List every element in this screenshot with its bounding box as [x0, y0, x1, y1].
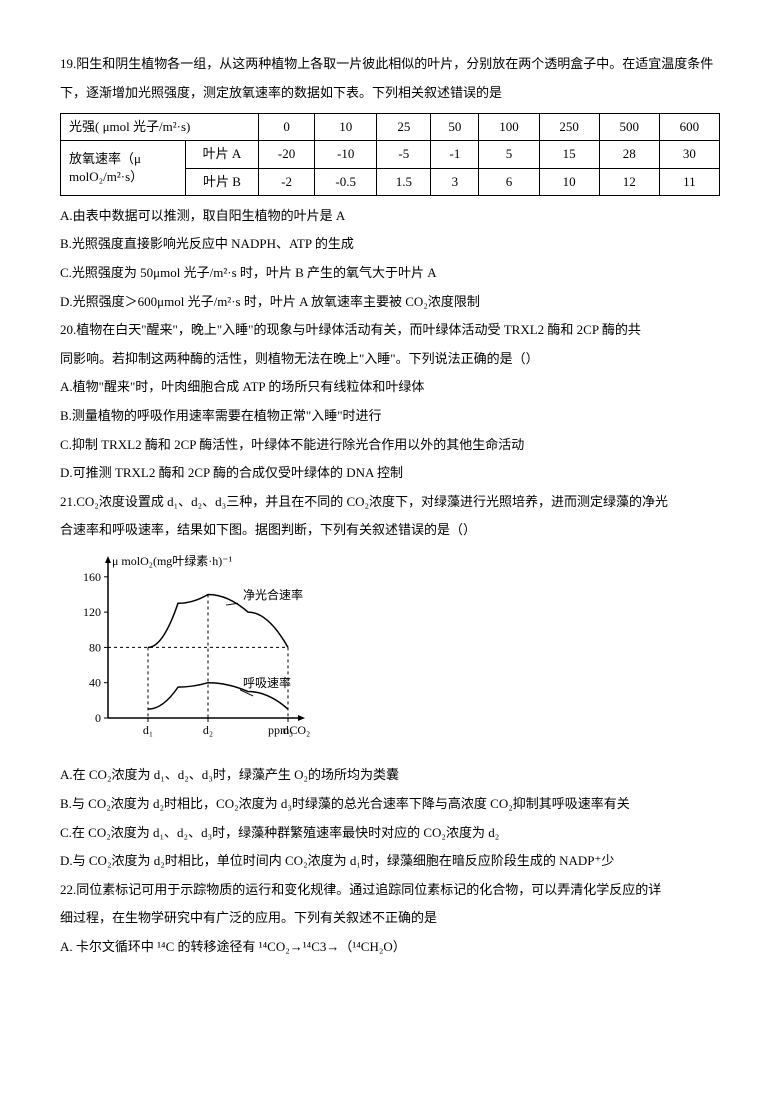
q19-c: C.光照强度为 50μmol 光子/m²·s 时，叶片 B 产生的氧气大于叶片 … — [60, 259, 720, 288]
svg-text:呼吸速率: 呼吸速率 — [243, 675, 291, 690]
q19-a: A.由表中数据可以推测，取自阳生植物的叶片是 A — [60, 202, 720, 231]
b4: 6 — [479, 168, 539, 195]
b2: 1.5 — [377, 168, 431, 195]
col-6: 500 — [599, 114, 659, 141]
col-1: 10 — [315, 114, 377, 141]
svg-text:μ molO₂(mg叶绿素·h)⁻¹: μ molO₂(mg叶绿素·h)⁻¹ — [112, 553, 233, 568]
svg-text:160: 160 — [83, 570, 101, 584]
q20-stem1: 20.植物在白天"醒来"，晚上"入睡"的现象与叶绿体活动有关，而叶绿体活动受 T… — [60, 316, 720, 345]
a2: -5 — [377, 141, 431, 168]
q21-b: B.与 CO₂浓度为 d₂时相比，CO₂浓度为 d₃时绿藻的总光合速率下降与高浓… — [60, 790, 720, 819]
a0: -20 — [259, 141, 315, 168]
a5: 15 — [539, 141, 599, 168]
svg-text:ppmCO₂: ppmCO₂ — [268, 723, 310, 737]
a1: -10 — [315, 141, 377, 168]
leaf-b-label: 叶片 B — [186, 168, 259, 195]
header-intensity: 光强( μmol 光子/m²·s) — [61, 114, 259, 141]
svg-text:d₂: d₂ — [203, 723, 213, 737]
q22-stem2: 细过程，在生物学研究中有广泛的应用。下列有关叙述不正确的是 — [60, 904, 720, 933]
q21-chart: 04080120160d₁d₂d₃μ molO₂(mg叶绿素·h)⁻¹ppmCO… — [70, 553, 720, 754]
svg-text:0: 0 — [95, 711, 101, 725]
rate-label-bot: molO₂/m²·s） — [69, 169, 143, 184]
svg-text:净光合速率: 净光合速率 — [243, 587, 303, 602]
q19-table: 光强( μmol 光子/m²·s) 0 10 25 50 100 250 500… — [60, 113, 720, 196]
b1: -0.5 — [315, 168, 377, 195]
svg-text:d₁: d₁ — [143, 723, 153, 737]
b5: 10 — [539, 168, 599, 195]
leaf-a-label: 叶片 A — [186, 141, 259, 168]
svg-text:80: 80 — [89, 640, 101, 654]
q22-stem1: 22.同位素标记可用于示踪物质的运行和变化规律。通过追踪同位素标记的化合物，可以… — [60, 876, 720, 905]
q21-stem1: 21.CO₂浓度设置成 d₁、d₂、d₃三种，并且在不同的 CO₂浓度下，对绿藻… — [60, 488, 720, 517]
svg-text:40: 40 — [89, 676, 101, 690]
b3: 3 — [431, 168, 479, 195]
q20-stem2: 同影响。若抑制这两种酶的活性，则植物无法在晚上"入睡"。下列说法正确的是（） — [60, 345, 720, 374]
q19-stem: 19.阳生和阴生植物各一组，从这两种植物上各取一片彼此相似的叶片，分别放在两个透… — [60, 50, 720, 107]
b0: -2 — [259, 168, 315, 195]
rate-label: 放氧速率（μ molO₂/m²·s） — [61, 141, 186, 195]
b7: 11 — [659, 168, 719, 195]
q20-a: A.植物"醒来"时，叶肉细胞合成 ATP 的场所只有线粒体和叶绿体 — [60, 373, 720, 402]
col-0: 0 — [259, 114, 315, 141]
col-5: 250 — [539, 114, 599, 141]
q21-stem2: 合速率和呼吸速率，结果如下图。据图判断，下列有关叙述错误的是（） — [60, 516, 720, 545]
q21-d: D.与 CO₂浓度为 d₂时相比，单位时间内 CO₂浓度为 d₁时，绿藻细胞在暗… — [60, 847, 720, 876]
a6: 28 — [599, 141, 659, 168]
col-7: 600 — [659, 114, 719, 141]
rate-label-top: 放氧速率（μ — [69, 151, 141, 166]
q22-a: A. 卡尔文循环中 ¹⁴C 的转移途径有 ¹⁴CO₂→¹⁴C3→（¹⁴CH₂O） — [60, 933, 720, 962]
col-4: 100 — [479, 114, 539, 141]
q19-d: D.光照强度＞600μmol 光子/m²·s 时，叶片 A 放氧速率主要被 CO… — [60, 288, 720, 317]
b6: 12 — [599, 168, 659, 195]
svg-text:120: 120 — [83, 605, 101, 619]
q19-b: B.光照强度直接影响光反应中 NADPH、ATP 的生成 — [60, 230, 720, 259]
q21-a: A.在 CO₂浓度为 d₁、d₂、d₃时，绿藻产生 O₂的场所均为类囊 — [60, 761, 720, 790]
a3: -1 — [431, 141, 479, 168]
a7: 30 — [659, 141, 719, 168]
q21-c: C.在 CO₂浓度为 d₁、d₂、d₃时，绿藻种群繁殖速率最快时对应的 CO₂浓… — [60, 819, 720, 848]
q20-b: B.测量植物的呼吸作用速率需要在植物正常"入睡"时进行 — [60, 402, 720, 431]
a4: 5 — [479, 141, 539, 168]
col-2: 25 — [377, 114, 431, 141]
q20-d: D.可推测 TRXL2 酶和 2CP 酶的合成仅受叶绿体的 DNA 控制 — [60, 459, 720, 488]
q20-c: C.抑制 TRXL2 酶和 2CP 酶活性，叶绿体不能进行除光合作用以外的其他生… — [60, 431, 720, 460]
col-3: 50 — [431, 114, 479, 141]
